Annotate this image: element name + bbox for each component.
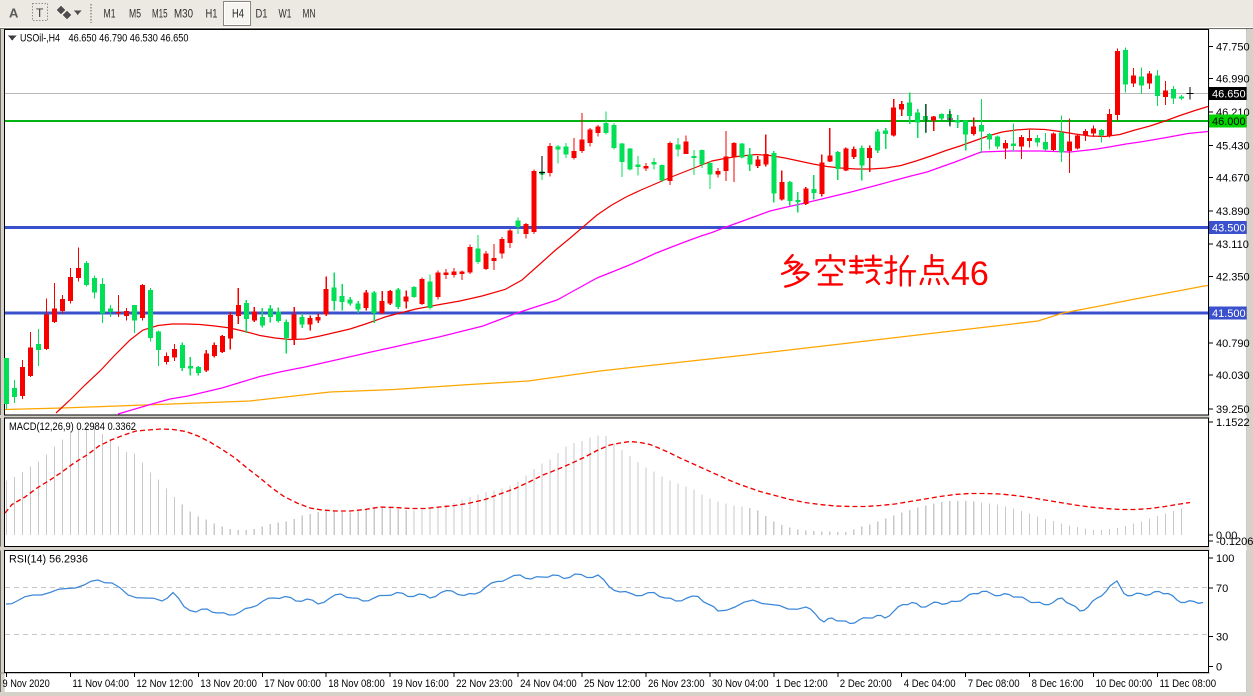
svg-text:18 Nov 08:00: 18 Nov 08:00	[328, 678, 385, 690]
svg-text:9 Nov 2020: 9 Nov 2020	[3, 678, 50, 690]
svg-text:11 Dec 08:00: 11 Dec 08:00	[1160, 678, 1217, 690]
svg-text:25 Nov 12:00: 25 Nov 12:00	[584, 678, 641, 690]
svg-text:-0.1206: -0.1206	[1216, 536, 1253, 548]
svg-text:7 Dec 08:00: 7 Dec 08:00	[968, 678, 1020, 690]
svg-text:1.1522: 1.1522	[1216, 417, 1250, 429]
svg-text:43.110: 43.110	[1216, 239, 1249, 251]
svg-text:42.350: 42.350	[1216, 271, 1250, 283]
svg-text:46.000: 46.000	[1212, 116, 1246, 128]
svg-text:100: 100	[1216, 553, 1234, 565]
svg-text:70: 70	[1216, 583, 1228, 595]
svg-text:M15: M15	[152, 9, 168, 21]
svg-text:MN: MN	[303, 9, 316, 21]
svg-text:30: 30	[1216, 632, 1228, 644]
svg-text:45.430: 45.430	[1216, 140, 1250, 152]
svg-text:M30: M30	[174, 9, 193, 21]
svg-text:44.670: 44.670	[1216, 173, 1250, 185]
svg-text:46.650: 46.650	[1212, 89, 1246, 101]
svg-text:46.650 46.790 46.530 46.650: 46.650 46.790 46.530 46.650	[69, 33, 189, 45]
svg-text:H1: H1	[206, 9, 218, 21]
svg-text:17 Nov 00:00: 17 Nov 00:00	[264, 678, 321, 690]
svg-text:T: T	[36, 6, 44, 20]
svg-text:13 Nov 20:00: 13 Nov 20:00	[200, 678, 257, 690]
svg-text:A: A	[9, 6, 19, 21]
svg-text:0.00: 0.00	[1216, 530, 1237, 542]
svg-text:10 Dec 00:00: 10 Dec 00:00	[1096, 678, 1153, 690]
svg-text:19 Nov 16:00: 19 Nov 16:00	[392, 678, 449, 690]
svg-text:D1: D1	[256, 9, 268, 21]
svg-text:1 Dec 12:00: 1 Dec 12:00	[776, 678, 828, 690]
svg-text:8 Dec 16:00: 8 Dec 16:00	[1032, 678, 1084, 690]
svg-text:2 Dec 20:00: 2 Dec 20:00	[840, 678, 892, 690]
svg-text:39.250: 39.250	[1216, 404, 1250, 416]
svg-text:11 Nov 04:00: 11 Nov 04:00	[72, 678, 129, 690]
svg-text:W1: W1	[279, 9, 292, 21]
svg-text:RSI(14) 56.2936: RSI(14) 56.2936	[9, 554, 88, 566]
svg-text:0: 0	[1216, 662, 1222, 674]
svg-text:M5: M5	[129, 9, 141, 21]
svg-text:47.750: 47.750	[1216, 41, 1250, 53]
svg-text:43.890: 43.890	[1216, 206, 1250, 218]
svg-text:USOil-,H4: USOil-,H4	[20, 33, 60, 45]
svg-text:40.790: 40.790	[1216, 338, 1250, 350]
svg-text:H4: H4	[232, 9, 244, 21]
svg-text:MACD(12,26,9) 0.2984 0.3362: MACD(12,26,9) 0.2984 0.3362	[9, 421, 136, 433]
svg-text:M1: M1	[104, 9, 116, 21]
svg-text:24 Nov 04:00: 24 Nov 04:00	[520, 678, 577, 690]
svg-text:46: 46	[951, 255, 989, 293]
svg-text:30 Nov 04:00: 30 Nov 04:00	[712, 678, 769, 690]
svg-text:12 Nov 12:00: 12 Nov 12:00	[136, 678, 193, 690]
svg-text:22 Nov 23:00: 22 Nov 23:00	[456, 678, 513, 690]
svg-text:41.500: 41.500	[1212, 308, 1246, 320]
svg-text:46.990: 46.990	[1216, 74, 1250, 86]
svg-text:43.500: 43.500	[1212, 223, 1246, 235]
svg-text:4 Dec 04:00: 4 Dec 04:00	[904, 678, 956, 690]
svg-text:40.030: 40.030	[1216, 370, 1250, 382]
svg-text:26 Nov 23:00: 26 Nov 23:00	[648, 678, 705, 690]
